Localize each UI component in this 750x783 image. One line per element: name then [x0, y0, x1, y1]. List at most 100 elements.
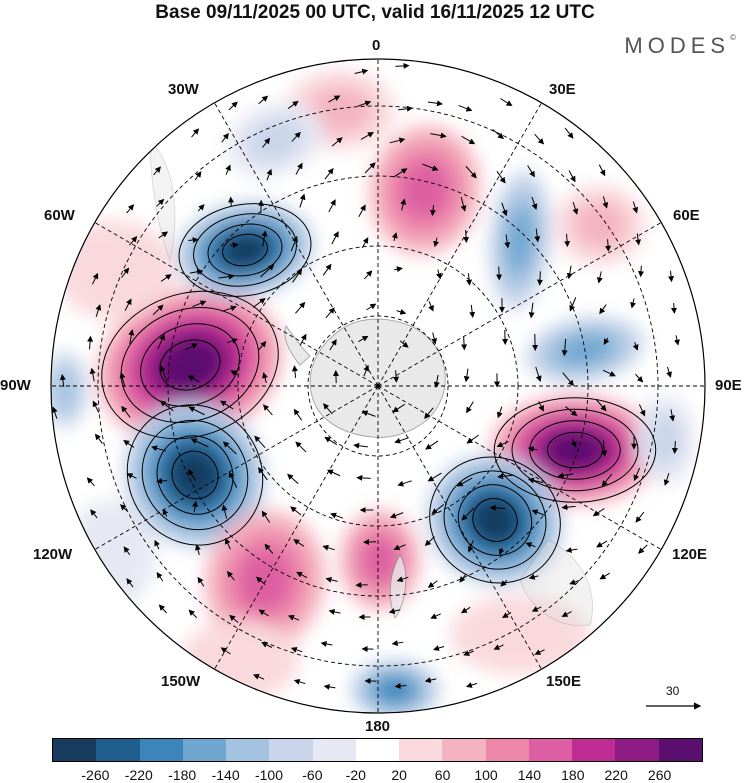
wind-arrow [221, 305, 237, 312]
anomaly-fill [159, 339, 221, 391]
wind-arrow [536, 271, 543, 286]
wind-arrow [59, 374, 66, 388]
contour-line [429, 456, 561, 584]
contour-line [493, 397, 657, 503]
brand-name: MODES [624, 33, 731, 58]
wind-arrow [325, 307, 335, 319]
colorbar-swatch [355, 739, 400, 761]
wind-arrow [123, 546, 131, 556]
wind-arrow [532, 333, 539, 352]
wind-arrow [393, 544, 406, 551]
contour-line [140, 323, 240, 407]
wind-arrow [228, 471, 238, 488]
wind-arrow [663, 472, 670, 486]
wind-arrow [467, 540, 474, 553]
lon-label-90e: 90E [715, 377, 742, 394]
anomaly-field [51, 70, 695, 713]
wind-arrow [561, 611, 572, 617]
wind-arrow [430, 613, 441, 619]
wind-arrow [569, 297, 577, 312]
wind-arrow [605, 239, 612, 252]
modes-logo: MODES© [624, 33, 736, 59]
anomaly-fill [505, 207, 535, 273]
contour-line [472, 498, 518, 542]
lon-label-60e: 60E [673, 207, 700, 224]
wind-arrow [602, 369, 616, 377]
wind-arrow [561, 504, 576, 511]
wind-arrow [290, 647, 303, 653]
wind-arrow [391, 640, 404, 647]
wind-arrow [296, 571, 308, 579]
wind-arrow [230, 242, 239, 249]
wind-arrow [358, 204, 366, 217]
wind-arrow [431, 504, 445, 515]
wind-arrow [489, 504, 506, 511]
wind-arrow [391, 232, 398, 242]
wind-arrow [162, 508, 169, 517]
wind-arrow [638, 544, 648, 554]
wind-arrow [669, 409, 676, 422]
wind-arrow [123, 440, 135, 448]
wind-arrow [327, 469, 341, 477]
meridian-line [377, 385, 542, 670]
anomaly-fill [55, 220, 175, 320]
meridian-line [214, 102, 379, 387]
wind-arrow [525, 542, 536, 548]
colorbar-swatch [572, 739, 616, 761]
colorbar-swatch [182, 739, 227, 761]
wind-arrow [497, 473, 514, 480]
wind-arrow [534, 133, 545, 145]
wind-arrow [254, 435, 266, 448]
wind-arrow [221, 132, 229, 143]
wind-arrow [460, 606, 471, 614]
wind-arrow [436, 269, 442, 280]
wind-arrow [393, 266, 403, 273]
lon-label-30w: 30W [168, 81, 199, 98]
colorbar-tick-label: 220 [604, 767, 628, 783]
wind-arrow [461, 135, 476, 145]
wind-arrow [396, 308, 407, 315]
wind-arrow [87, 335, 94, 350]
lon-label-90w: 90W [0, 377, 31, 394]
wind-arrow [666, 366, 672, 378]
wind-arrow [119, 504, 128, 512]
wind-arrow [504, 234, 511, 249]
wind-arrow [195, 544, 201, 556]
lon-label-150e: 150E [546, 673, 582, 690]
wind-arrow [295, 162, 303, 175]
wind-arrow [354, 68, 369, 75]
wind-arrow [299, 333, 307, 346]
wind-arrow [366, 303, 377, 311]
lon-label-60w: 60W [44, 207, 75, 224]
wind-arrow [565, 547, 578, 554]
wind-arrow [633, 467, 641, 482]
wind-arrow [158, 231, 169, 239]
wind-arrow [602, 196, 609, 209]
wind-arrow [287, 615, 300, 621]
wind-arrow [400, 198, 407, 211]
wind-arrow [261, 510, 271, 523]
wind-arrow [156, 198, 165, 207]
anomaly-fill [377, 678, 413, 702]
wind-arrow [603, 337, 610, 345]
wind-arrow [432, 645, 445, 651]
contour-line [126, 404, 264, 546]
wind-arrow [427, 100, 444, 107]
wind-arrow [599, 304, 607, 315]
anomaly-fill [171, 450, 219, 500]
anomaly-fill [647, 413, 683, 467]
meridian-line [214, 385, 379, 670]
wind-arrow [226, 571, 235, 581]
wind-arrow [668, 270, 675, 283]
meridian-line [377, 385, 662, 550]
colorbar-swatch [139, 739, 183, 761]
wind-arrow [229, 614, 239, 623]
wind-arrow [226, 338, 238, 344]
wind-arrow [598, 164, 606, 177]
wind-arrow [192, 300, 207, 308]
wind-arrow [527, 477, 544, 484]
wind-arrow [635, 511, 645, 523]
anomaly-fill [51, 367, 79, 413]
contour-line [159, 339, 221, 391]
wind-arrow [152, 304, 164, 316]
